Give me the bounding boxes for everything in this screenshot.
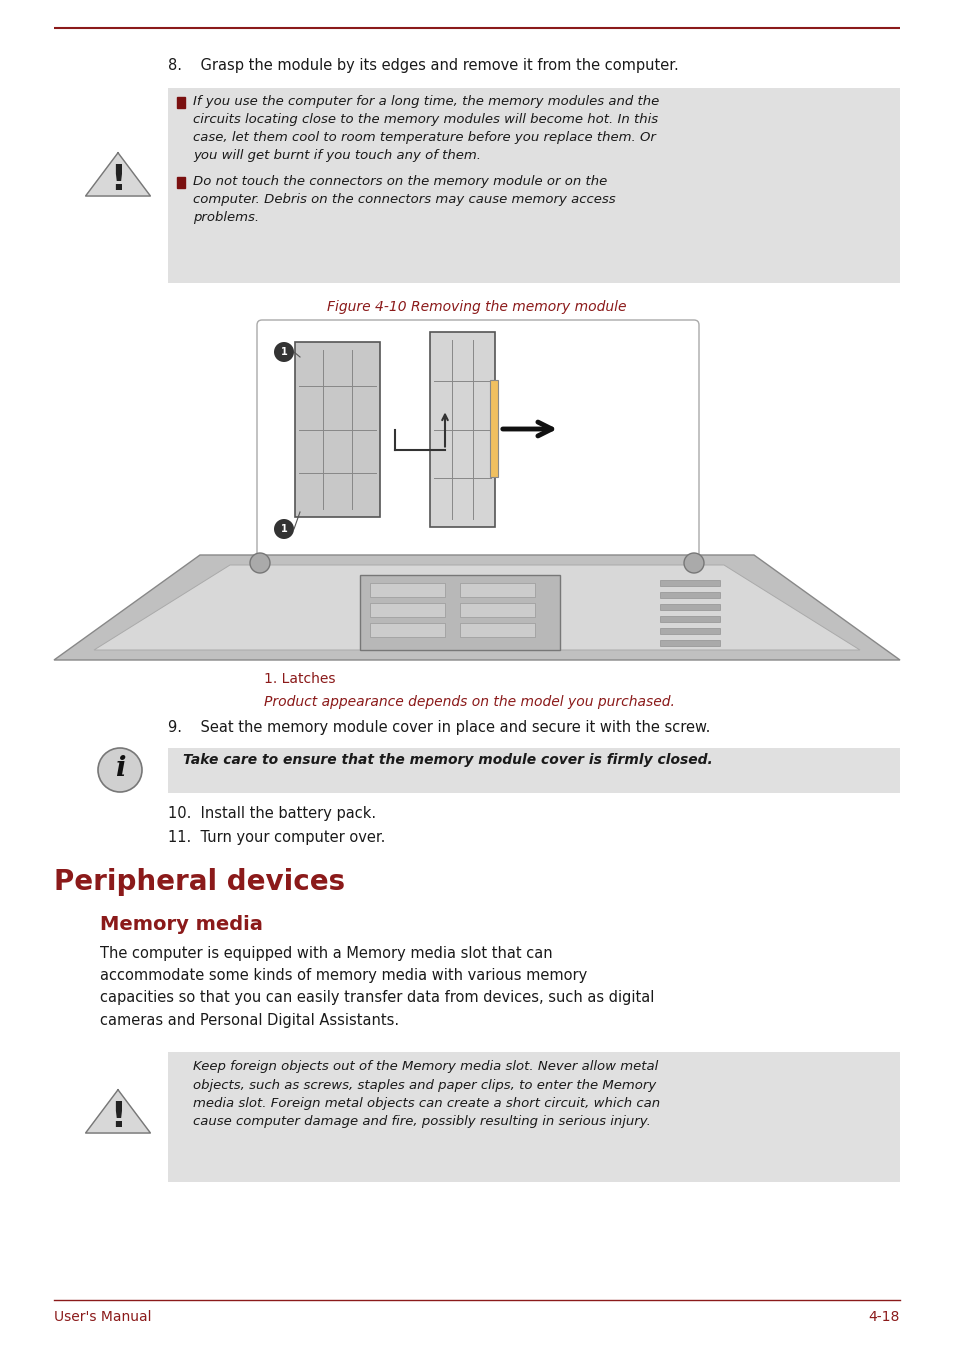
Bar	[430, 332, 495, 527]
Circle shape	[683, 553, 703, 573]
Text: 9.    Seat the memory module cover in place and secure it with the screw.: 9. Seat the memory module cover in place…	[168, 720, 710, 734]
Text: Peripheral devices: Peripheral devices	[54, 868, 345, 896]
Circle shape	[98, 748, 142, 792]
Text: The computer is equipped with a Memory media slot that can
accommodate some kind: The computer is equipped with a Memory m…	[100, 946, 654, 1028]
Text: 1: 1	[280, 347, 287, 356]
Bar	[459, 603, 535, 617]
Text: Keep foreign objects out of the Memory media slot. Never allow metal
objects, su: Keep foreign objects out of the Memory m…	[193, 1060, 659, 1128]
Bar	[370, 623, 444, 638]
Text: 1: 1	[280, 525, 287, 534]
Polygon shape	[54, 555, 899, 660]
Bar	[359, 576, 559, 650]
Polygon shape	[94, 565, 859, 650]
Bar	[370, 582, 444, 597]
Circle shape	[274, 342, 294, 362]
Text: Memory media: Memory media	[100, 915, 263, 933]
FancyBboxPatch shape	[168, 748, 899, 794]
Bar	[659, 640, 720, 646]
Text: Take care to ensure that the memory module cover is firmly closed.: Take care to ensure that the memory modu…	[183, 753, 712, 767]
FancyBboxPatch shape	[168, 1052, 899, 1182]
Bar	[177, 97, 185, 108]
Text: !: !	[110, 1100, 126, 1134]
Text: 1. Latches: 1. Latches	[264, 672, 335, 686]
Circle shape	[274, 519, 294, 539]
Bar	[659, 616, 720, 621]
Bar	[659, 580, 720, 586]
Text: 8.    Grasp the module by its edges and remove it from the computer.: 8. Grasp the module by its edges and rem…	[168, 58, 678, 73]
Bar	[177, 178, 185, 188]
Bar	[490, 381, 497, 477]
Text: i: i	[114, 755, 125, 781]
FancyBboxPatch shape	[256, 320, 699, 560]
Text: User's Manual: User's Manual	[54, 1310, 152, 1323]
Polygon shape	[86, 1089, 151, 1132]
Circle shape	[250, 553, 270, 573]
Text: 4-18: 4-18	[868, 1310, 899, 1323]
Bar	[459, 623, 535, 638]
Bar	[459, 582, 535, 597]
Text: !: !	[110, 163, 126, 196]
Text: Product appearance depends on the model you purchased.: Product appearance depends on the model …	[264, 695, 674, 709]
Text: Figure 4-10 Removing the memory module: Figure 4-10 Removing the memory module	[327, 300, 626, 313]
Bar	[659, 592, 720, 599]
Text: 10.  Install the battery pack.: 10. Install the battery pack.	[168, 806, 375, 820]
Polygon shape	[86, 153, 151, 196]
Bar	[659, 604, 720, 611]
Bar	[294, 342, 379, 516]
Text: Do not touch the connectors on the memory module or on the
computer. Debris on t: Do not touch the connectors on the memor…	[193, 175, 615, 225]
Bar	[370, 603, 444, 617]
FancyBboxPatch shape	[168, 87, 899, 282]
Text: If you use the computer for a long time, the memory modules and the
circuits loc: If you use the computer for a long time,…	[193, 95, 659, 161]
Bar	[659, 628, 720, 633]
Text: 11.  Turn your computer over.: 11. Turn your computer over.	[168, 830, 385, 845]
